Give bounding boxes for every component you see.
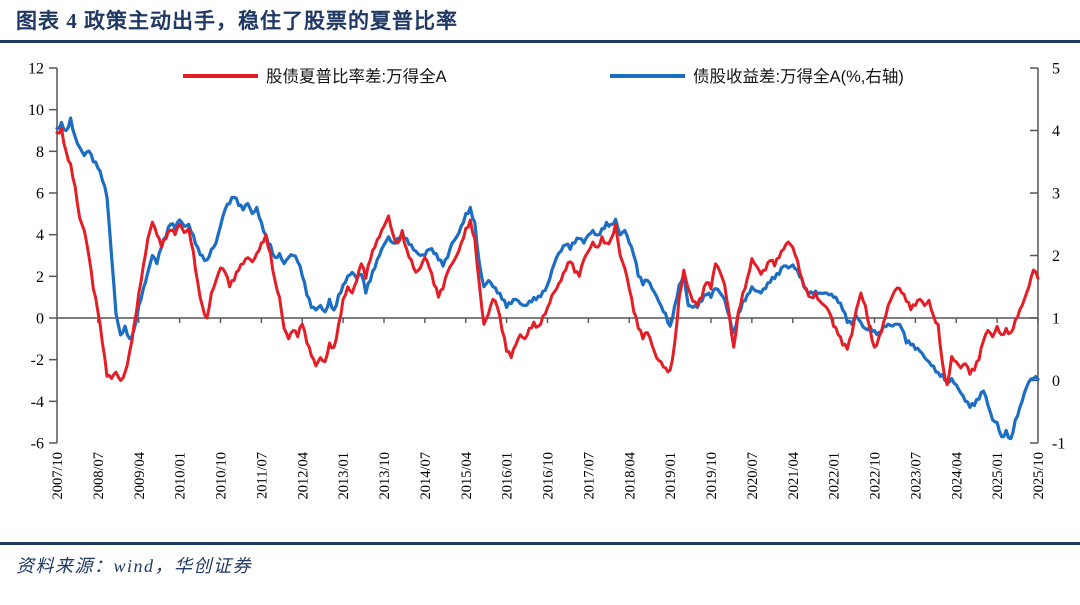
right-axis-tick-label: 3 xyxy=(1052,186,1060,203)
x-axis-tick-label: 2019/10 xyxy=(704,452,720,500)
x-axis-tick-label: 2007/10 xyxy=(50,452,66,500)
left-axis-tick-label: -2 xyxy=(31,352,44,369)
x-axis-tick-label: 2023/07 xyxy=(908,452,924,500)
x-axis-tick-label: 2008/07 xyxy=(91,452,107,500)
left-axis-tick-label: 0 xyxy=(36,311,44,328)
x-axis-tick-label: 2015/04 xyxy=(459,451,475,499)
x-axis-tick-label: 2018/04 xyxy=(622,451,638,499)
x-axis-tick-label: 2017/07 xyxy=(581,452,597,500)
x-axis-tick-label: 2022/10 xyxy=(868,452,884,500)
x-axis-tick-label: 2014/07 xyxy=(418,452,434,500)
left-axis-tick-label: 4 xyxy=(36,227,44,244)
x-axis-tick-label: 2025/01 xyxy=(990,452,1006,500)
left-axis-tick-label: -6 xyxy=(31,436,44,453)
x-axis-tick-label: 2013/10 xyxy=(377,452,393,500)
right-axis-tick-label: 5 xyxy=(1052,61,1060,78)
right-axis-tick-label: 4 xyxy=(1052,123,1060,140)
left-axis-tick-label: 8 xyxy=(36,144,44,161)
left-axis-tick-label: 2 xyxy=(36,269,44,286)
right-axis-tick-label: 0 xyxy=(1052,373,1060,390)
right-axis-tick-label: 1 xyxy=(1052,311,1060,328)
x-axis-tick-label: 2025/10 xyxy=(1031,452,1047,500)
x-axis-tick-label: 2010/10 xyxy=(214,452,230,500)
series-line-bond-equity-yield-gap xyxy=(55,116,1040,441)
footer-rule xyxy=(0,542,1080,545)
x-axis-tick-label: 2020/07 xyxy=(745,452,761,500)
source-note: 资料来源：wind，华创证券 xyxy=(16,556,253,576)
title-rule xyxy=(0,40,1080,43)
right-axis-tick-label: -1 xyxy=(1052,436,1065,453)
series-line-equity-bond-sharpe-gap xyxy=(55,126,1040,387)
x-axis-tick-label: 2012/04 xyxy=(295,451,311,499)
x-axis-tick-label: 2011/07 xyxy=(254,452,270,499)
left-axis-tick-label: -4 xyxy=(31,394,44,411)
x-axis-tick-label: 2009/04 xyxy=(132,451,148,499)
left-axis-tick-label: 6 xyxy=(36,186,44,203)
x-axis-tick-label: 2024/04 xyxy=(949,451,965,499)
x-axis-tick-label: 2016/01 xyxy=(500,452,516,500)
x-axis-tick-label: 2010/01 xyxy=(173,452,189,500)
x-axis-tick-label: 2013/01 xyxy=(336,452,352,500)
x-axis-tick-label: 2016/10 xyxy=(541,452,557,500)
left-axis-tick-label: 12 xyxy=(28,61,44,78)
x-axis-tick-label: 2021/04 xyxy=(786,451,802,499)
right-axis-tick-label: 2 xyxy=(1052,248,1060,265)
x-axis-tick-label: 2019/01 xyxy=(663,452,679,500)
legend-label-sharpe-gap: 股债夏普比率差:万得全A xyxy=(266,67,447,86)
figure-title: 图表 4 政策主动出手，稳住了股票的夏普比率 xyxy=(16,9,458,33)
x-axis-tick-label: 2022/01 xyxy=(827,452,843,500)
legend-label-yield-gap: 债股收益差:万得全A(%,右轴) xyxy=(693,67,904,86)
left-axis-tick-label: 10 xyxy=(28,102,44,119)
